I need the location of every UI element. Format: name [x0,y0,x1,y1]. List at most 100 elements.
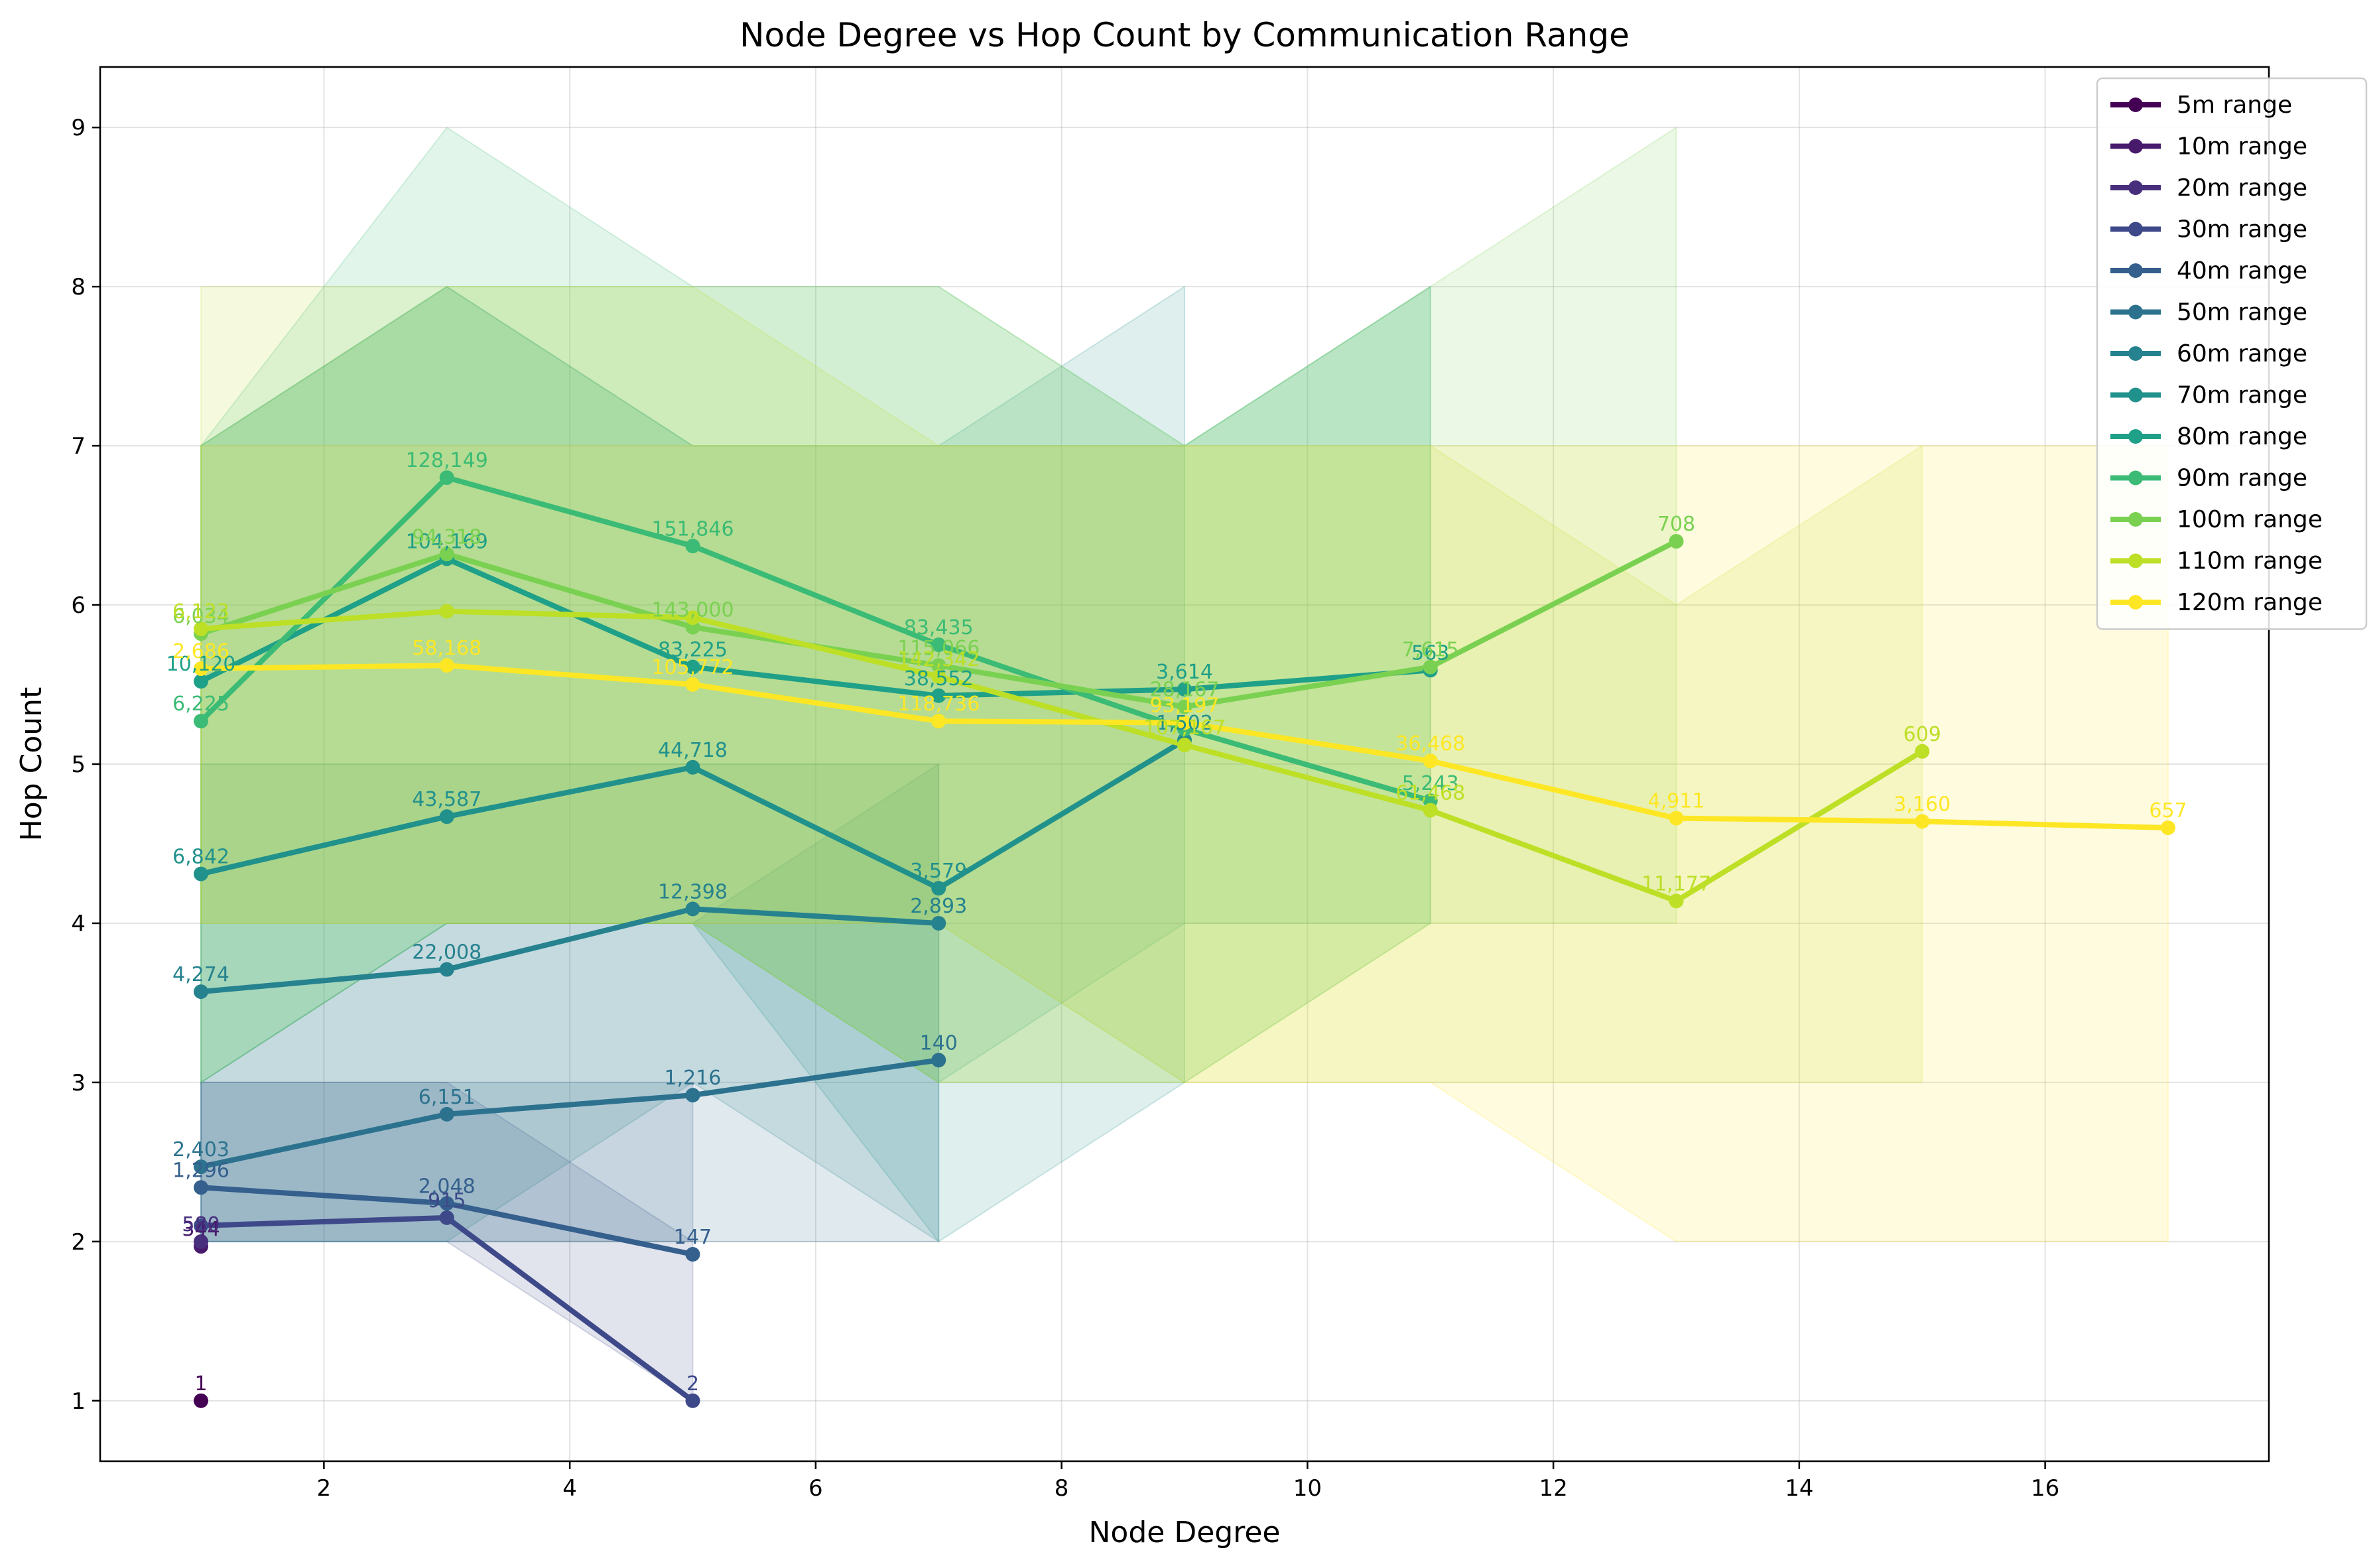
data-label-70m-range: 1,502 [1156,712,1213,735]
data-label-120m-range: 2,686 [172,640,229,663]
point-40m-range [685,1247,700,1262]
data-label-90m-range: 6,225 [172,692,229,716]
point-110m-range [1915,744,1930,759]
data-label-80m-range: 563 [1411,641,1449,665]
y-tick-label: 6 [71,592,86,619]
point-70m-range [439,809,454,824]
legend-swatch-marker [2128,429,2143,444]
band-100m-range [200,126,1677,1084]
point-110m-range [1669,893,1684,909]
data-label-110m-range: 107,167 [1143,716,1226,740]
point-120m-range [931,714,946,729]
data-label-70m-range: 43,587 [412,788,482,811]
data-label-80m-range: 10,120 [166,653,236,676]
data-label-30m-range: 915 [428,1189,466,1212]
data-label-60m-range: 4,274 [172,963,229,986]
data-label-120m-range: 93,197 [1150,694,1220,718]
legend-swatch-marker [2128,553,2143,568]
data-label-120m-range: 58,168 [412,637,482,660]
point-110m-range [1423,803,1438,818]
data-label-120m-range: 118,736 [897,692,980,716]
point-120m-range [1915,814,1930,829]
data-label-100m-range: 115,066 [897,637,980,660]
data-label-50m-range: 1,216 [665,1067,722,1090]
point-110m-range [439,604,454,619]
data-label-90m-range: 83,435 [904,616,974,639]
legend-label: 40m range [2177,257,2307,285]
legend-label: 100m range [2177,506,2323,533]
line-90m-range [199,475,1431,804]
data-label-80m-range: 38,552 [904,667,974,690]
point-90m-range [194,714,209,729]
data-label-110m-range: 142,342 [897,648,980,671]
data-label-120m-range: 4,911 [1648,790,1705,813]
legend-label: 120m range [2177,589,2323,616]
point-80m-range [931,688,946,703]
point-50m-range [685,1088,700,1103]
data-label-100m-range: 6,034 [172,605,229,628]
x-tick-label: 8 [1055,1475,1069,1502]
x-tick-label: 4 [562,1475,577,1502]
y-tick-label: 4 [71,911,86,937]
y-tick-label: 1 [71,1388,86,1415]
legend-label: 90m range [2177,465,2307,492]
data-label-50m-range: 2,403 [172,1138,229,1161]
data-label-70m-range: 44,718 [658,739,728,762]
legend-swatch-marker [2128,304,2143,320]
line-80m-range [200,556,1431,698]
point-100m-range [1423,659,1438,675]
point-60m-range [685,901,700,917]
point-70m-range [194,866,209,882]
legend-label: 20m range [2177,174,2307,202]
point-30m-range [194,1218,209,1233]
line-50m-range [200,1057,939,1169]
data-label-100m-range: 708 [1657,513,1695,536]
point-70m-range [685,759,700,775]
data-label-50m-range: 6,151 [418,1086,476,1109]
point-110m-range [1177,738,1192,753]
data-label-60m-range: 22,008 [412,941,482,964]
legend-label: 10m range [2177,133,2307,161]
legend-swatch-marker [2128,98,2143,112]
point-100m-range [931,658,946,673]
point-50m-range [931,1053,946,1068]
data-label-40m-range: 1,296 [172,1159,229,1182]
data-label-110m-range: 11,177 [1641,872,1711,895]
point-90m-range [439,470,454,486]
point-60m-range [194,984,209,1000]
data-label-120m-range: 36,468 [1395,732,1465,755]
data-label-80m-range: 104,169 [406,530,488,553]
data-label-40m-range: 147 [674,1226,712,1249]
data-label-120m-range: 657 [2149,799,2187,822]
band-80m-range [200,285,1431,1084]
y-tick-label: 5 [71,751,86,778]
band-60m-range [200,763,940,1243]
line-110m-range [200,608,1924,904]
point-120m-range [1669,811,1684,826]
point-120m-range [685,677,700,692]
legend-swatch-marker [2128,139,2143,154]
point-100m-range [1669,534,1684,549]
point-50m-range [439,1106,454,1122]
data-label-100m-range: 7,615 [1402,639,1459,662]
point-90m-range [931,637,946,653]
data-label-110m-range: 609 [1903,723,1941,746]
point-50m-range [194,1159,209,1175]
point-70m-range [931,881,946,896]
legend-box [2096,77,2368,630]
legend-label: 5m range [2177,92,2292,119]
x-tick-label: 2 [317,1475,332,1502]
data-label-70m-range: 3,579 [910,860,967,883]
point-120m-range [1177,715,1192,730]
x-axis-label: Node Degree [1089,1516,1281,1549]
band-120m-range [200,445,2169,1242]
point-100m-range [1177,699,1192,714]
legend-swatch-marker [2128,387,2143,403]
legend-swatch-marker [2128,263,2143,278]
point-5m-range [194,1393,209,1408]
legend-swatch-marker [2128,512,2143,527]
y-tick-label: 9 [71,115,86,141]
